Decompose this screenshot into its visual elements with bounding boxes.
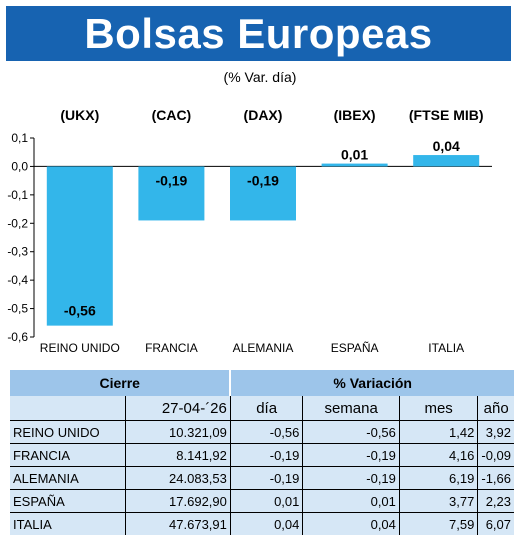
row-month: 1,42 bbox=[398, 420, 478, 444]
row-week: 0,01 bbox=[302, 489, 400, 513]
ticker-label: (UKX) bbox=[60, 107, 99, 123]
row-month: 6,19 bbox=[398, 466, 478, 490]
row-year: 3,92 bbox=[477, 420, 514, 444]
row-month: 4,16 bbox=[398, 443, 478, 467]
row-day: -0,56 bbox=[229, 420, 303, 444]
y-tick-label: -0,6 bbox=[7, 330, 28, 344]
data-label: 0,04 bbox=[433, 138, 460, 154]
row-close: 17.692,90 bbox=[125, 489, 231, 513]
row-week: -0,19 bbox=[302, 443, 400, 467]
header-variation: % Variación bbox=[229, 370, 514, 396]
row-close: 24.083,53 bbox=[125, 466, 231, 490]
data-label: 0,01 bbox=[341, 147, 368, 163]
bar bbox=[230, 166, 296, 221]
table-row: REINO UNIDO 10.321,09 -0,56 -0,56 1,42 3… bbox=[10, 420, 514, 444]
bar bbox=[138, 166, 205, 221]
quotes-table: Cierre % Variación 27-04-´26 día semana … bbox=[10, 370, 514, 535]
subheader-month: mes bbox=[398, 396, 478, 421]
table-row: ESPAÑA 17.692,90 0,01 0,01 3,77 2,23 bbox=[10, 489, 514, 513]
row-month: 7,59 bbox=[398, 512, 478, 535]
table-header-row: Cierre % Variación bbox=[10, 370, 514, 396]
table-subheader-row: 27-04-´26 día semana mes año bbox=[10, 396, 514, 421]
page-title: Bolsas Europeas bbox=[84, 9, 433, 57]
row-close: 8.141,92 bbox=[125, 443, 231, 467]
category-label: FRANCIA bbox=[145, 341, 198, 355]
data-label: -0,19 bbox=[155, 172, 187, 188]
chart-subtitle: (% Var. día) bbox=[223, 69, 297, 85]
row-name: FRANCIA bbox=[10, 443, 126, 467]
y-tick-label: -0,3 bbox=[7, 245, 28, 259]
row-close: 10.321,09 bbox=[125, 420, 231, 444]
ticker-label: (DAX) bbox=[244, 107, 283, 123]
row-day: 0,04 bbox=[229, 512, 303, 535]
subheader-week: semana bbox=[302, 396, 400, 421]
row-name: ALEMANIA bbox=[10, 466, 126, 490]
subheader-date: 27-04-´26 bbox=[125, 396, 231, 421]
data-label: -0,56 bbox=[64, 303, 96, 319]
title-banner: Bolsas Europeas bbox=[6, 6, 511, 61]
row-year: 2,23 bbox=[477, 489, 514, 513]
y-tick-label: 0,0 bbox=[11, 159, 28, 173]
row-day: -0,19 bbox=[229, 466, 303, 490]
subheader-day: día bbox=[229, 396, 303, 421]
row-name: ESPAÑA bbox=[10, 489, 126, 513]
category-label: ITALIA bbox=[428, 341, 464, 355]
bar bbox=[46, 166, 113, 326]
row-name: REINO UNIDO bbox=[10, 420, 126, 444]
ticker-label: (CAC) bbox=[152, 107, 192, 123]
row-year: -1,66 bbox=[477, 466, 514, 490]
category-label: ALEMANIA bbox=[233, 341, 294, 355]
y-tick-label: -0,2 bbox=[7, 216, 28, 230]
y-tick-label: -0,5 bbox=[7, 302, 28, 316]
row-close: 47.673,91 bbox=[125, 512, 231, 535]
bar bbox=[321, 163, 388, 167]
row-day: 0,01 bbox=[229, 489, 303, 513]
y-tick-label: -0,1 bbox=[7, 188, 28, 202]
row-month: 3,77 bbox=[398, 489, 478, 513]
row-week: -0,56 bbox=[302, 420, 400, 444]
table-row: FRANCIA 8.141,92 -0,19 -0,19 4,16 -0,09 bbox=[10, 443, 514, 467]
bar-chart: 0,1 0,0 -0,1 -0,2 -0,3 -0,4 -0,5 -0,6 (UKX) -0,56… bbox=[7, 107, 492, 355]
data-label: -0,19 bbox=[247, 172, 279, 188]
row-week: -0,19 bbox=[302, 466, 400, 490]
bar bbox=[413, 155, 480, 167]
subheader-year: año bbox=[477, 396, 514, 421]
row-week: 0,04 bbox=[302, 512, 400, 535]
row-year: -0,09 bbox=[477, 443, 514, 467]
ticker-label: (FTSE MIB) bbox=[409, 107, 484, 123]
table-row: ALEMANIA 24.083,53 -0,19 -0,19 6,19 -1,6… bbox=[10, 466, 514, 490]
row-day: -0,19 bbox=[229, 443, 303, 467]
subheader-blank bbox=[10, 396, 126, 421]
row-year: 6,07 bbox=[477, 512, 514, 535]
category-label: ESPAÑA bbox=[331, 341, 379, 355]
y-tick-label: 0,1 bbox=[11, 131, 28, 145]
header-close: Cierre bbox=[10, 370, 231, 396]
y-tick-label: -0,4 bbox=[7, 273, 28, 287]
table-row: ITALIA 47.673,91 0,04 0,04 7,59 6,07 bbox=[10, 512, 514, 535]
category-label: REINO UNIDO bbox=[40, 341, 120, 355]
ticker-label: (IBEX) bbox=[334, 107, 376, 123]
row-name: ITALIA bbox=[10, 512, 126, 535]
